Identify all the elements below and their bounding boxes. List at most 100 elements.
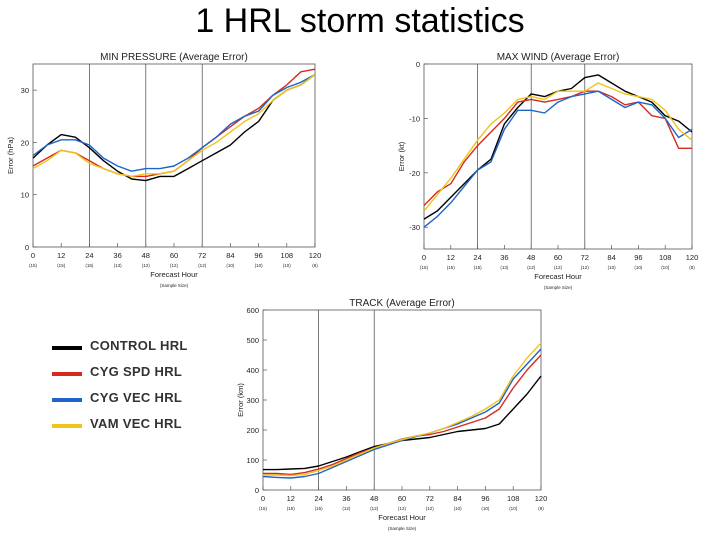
sample-size-label: (10) [661,265,670,270]
sample-size-label: (12) [554,265,563,270]
sample-size-label: (10) [481,506,490,511]
sample-size-label: (12) [426,506,435,511]
x-tick-label: 36 [113,251,121,260]
sample-size-label: (12) [527,265,536,270]
x-axis-label: Forecast Hour [378,513,426,522]
sample-size-label: (15) [287,506,296,511]
sample-size-label: (15) [57,263,66,268]
x-tick-label: 60 [398,494,406,503]
x-tick-label: 48 [142,251,150,260]
series-line-vam-vec-hrl [423,82,693,212]
sample-size-label: (12) [170,263,179,268]
chart-title: TRACK (Average Error) [349,298,454,309]
y-tick-label: 0 [255,486,259,495]
x-tick-label: 0 [31,251,35,260]
x-tick-label: 72 [426,494,434,503]
sample-size-label: (10) [608,265,617,270]
x-tick-label: 96 [481,494,489,503]
x-tick-label: 84 [453,494,461,503]
sample-size-label: (12) [398,506,407,511]
x-tick-label: 120 [686,253,699,262]
series-line-vam-vec-hrl [263,342,542,477]
y-tick-label: 10 [21,191,29,200]
x-tick-label: 24 [314,494,322,503]
x-tick-label: 72 [581,253,589,262]
sample-size-label: (15) [474,265,483,270]
series-line-vam-vec-hrl [32,73,316,178]
y-tick-label: 0 [25,243,29,252]
sample-size-caption: (Sample Size) [160,283,189,288]
x-tick-label: 48 [527,253,535,262]
y-tick-label: -10 [409,114,420,123]
sample-size-label: (15) [29,263,38,268]
legend-swatch-control [52,346,82,350]
max-wind-chart: MAX WIND (Average Error) 0 -10 -20 -30 0 (15) 1… [397,52,699,290]
sample-size-label: (12) [342,506,351,511]
series-line-cyg-vec-hrl [32,73,316,172]
x-tick-label: 120 [535,494,548,503]
series-line-cyg-spd-hrl [423,90,692,206]
x-tick-label: 96 [634,253,642,262]
legend-label-cyg-vec: CYG VEC HRL [90,390,183,405]
x-tick-label: 96 [254,251,262,260]
sample-size-caption: (Sample Size) [388,526,417,531]
sample-size-label: (8) [689,265,695,270]
plot-frame [32,63,316,248]
y-tick-label: -20 [409,169,420,178]
sample-size-label: (13) [500,265,509,270]
y-tick-label: -30 [409,223,420,232]
legend-swatch-vam-vec [52,424,82,428]
x-tick-label: 60 [554,253,562,262]
sample-size-label: (10) [509,506,518,511]
sample-size-label: (12) [370,506,379,511]
y-tick-label: 300 [246,396,259,405]
x-tick-label: 48 [370,494,378,503]
x-tick-label: 24 [473,253,481,262]
legend-swatch-cyg-spd [52,372,82,376]
x-tick-label: 84 [226,251,234,260]
x-axis-label: Forecast Hour [534,272,582,281]
x-tick-label: 36 [342,494,350,503]
legend-label-vam-vec: VAM VEC HRL [90,416,182,431]
chart-title: MIN PRESSURE (Average Error) [100,52,248,63]
y-tick-label: 20 [21,138,29,147]
y-tick-label: 600 [246,306,259,315]
legend-swatch-cyg-vec [52,398,82,402]
sample-size-label: (12) [198,263,207,268]
y-axis-label: Error (hPa) [6,136,15,174]
sample-size-label: (12) [581,265,590,270]
y-axis-label: Error (kt) [397,141,406,171]
sample-size-label: (15) [85,263,94,268]
sample-size-label: (15) [420,265,429,270]
x-tick-label: 60 [170,251,178,260]
sample-size-label: (15) [259,506,268,511]
min-pressure-chart: MIN PRESSURE (Average Error) 0 10 20 30 0 (15)… [6,52,321,288]
series-line-control-hrl [423,74,693,220]
x-tick-label: 24 [85,251,93,260]
x-tick-label: 72 [198,251,206,260]
x-tick-label: 12 [287,494,295,503]
x-tick-label: 84 [607,253,615,262]
sample-size-label: (15) [315,506,324,511]
sample-size-label: (15) [447,265,456,270]
x-tick-label: 108 [281,251,294,260]
x-tick-label: 0 [422,253,426,262]
x-tick-label: 12 [57,251,65,260]
legend-label-control: CONTROL HRL [90,338,188,353]
series-line-cyg-vec-hrl [262,348,542,479]
sample-size-label: (10) [283,263,292,268]
y-axis-label: Error (km) [236,383,245,417]
legend-label-cyg-spd: CYG SPD HRL [90,364,183,379]
sample-size-caption: (Sample Size) [544,285,573,290]
series-line-cyg-spd-hrl [32,68,316,178]
x-tick-label: 36 [500,253,508,262]
x-tick-label: 12 [447,253,455,262]
sample-size-label: (13) [114,263,123,268]
y-tick-label: 0 [416,60,420,69]
y-tick-label: 100 [246,456,259,465]
series-line-cyg-vec-hrl [423,90,693,228]
sample-size-label: (8) [312,263,318,268]
sample-size-label: (10) [454,506,463,511]
y-tick-label: 400 [246,366,259,375]
series-line-control-hrl [263,375,542,471]
